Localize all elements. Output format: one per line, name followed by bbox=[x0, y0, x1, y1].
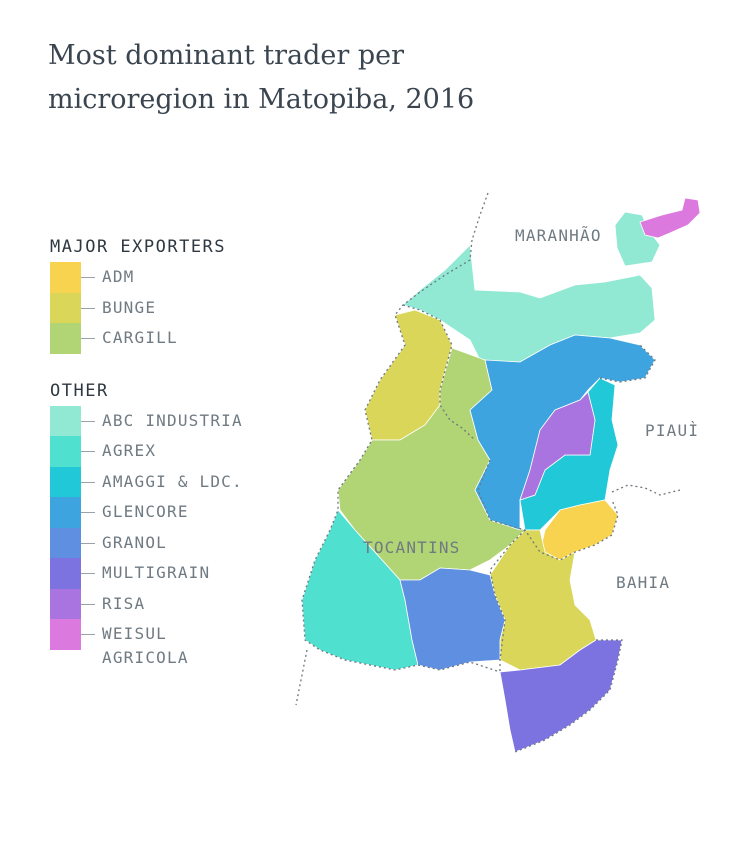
legend-item-amaggi-ldc: AMAGGI & LDC. bbox=[50, 466, 300, 497]
legend-label: GLENCORE bbox=[102, 502, 189, 521]
legend-label: AMAGGI & LDC. bbox=[102, 471, 243, 491]
legend-swatch bbox=[50, 588, 81, 619]
legend-swatch bbox=[50, 466, 81, 497]
legend-major-group: MAJOR EXPORTERS ADM BUNGE CARGILL bbox=[50, 232, 300, 354]
legend-swatch bbox=[50, 558, 81, 589]
legend-swatch bbox=[50, 323, 81, 354]
region-bunge-south bbox=[489, 529, 597, 671]
legend-tick bbox=[81, 481, 95, 483]
region-granol bbox=[399, 567, 506, 671]
legend-item-weisul-agricola: WEISUL AGRICOLA bbox=[50, 619, 300, 675]
legend-tick bbox=[81, 603, 95, 605]
region-weisul-agricola bbox=[639, 197, 701, 239]
legend-tick bbox=[81, 542, 95, 544]
legend-tick bbox=[81, 451, 95, 452]
legend-tick bbox=[81, 634, 95, 635]
legend-heading-other: OTHER bbox=[50, 380, 109, 401]
legend-label: AGREX bbox=[102, 441, 157, 460]
legend: MAJOR EXPORTERS ADM BUNGE CARGILL OTHER AB… bbox=[50, 232, 300, 697]
legend-label: ABC INDUSTRIA bbox=[102, 410, 243, 430]
legend-swatch bbox=[50, 436, 81, 467]
legend-item-multigrain: MULTIGRAIN bbox=[50, 558, 300, 589]
legend-label: GRANOL bbox=[102, 532, 167, 552]
legend-other-group: OTHER ABC INDUSTRIA AGREX AMAGGI & LDC. GLE… bbox=[50, 376, 300, 676]
border-maranhao-north bbox=[471, 192, 489, 241]
legend-tick bbox=[81, 307, 95, 309]
legend-item-bunge: BUNGE bbox=[50, 292, 300, 323]
legend-tick bbox=[81, 277, 95, 278]
legend-tick bbox=[81, 338, 95, 339]
border-outer-east bbox=[599, 344, 656, 383]
legend-item-agrex: AGREX bbox=[50, 436, 300, 467]
state-label-piaui: PIAUÌ bbox=[645, 421, 699, 440]
map-title: Most dominant trader per microregion in … bbox=[48, 40, 475, 115]
legend-label: ADM bbox=[102, 267, 135, 286]
legend-swatch bbox=[50, 497, 81, 528]
region-abc-industria-ne bbox=[614, 211, 661, 267]
legend-tick bbox=[81, 512, 95, 513]
legend-item-abc-industria: ABC INDUSTRIA bbox=[50, 405, 300, 436]
legend-item-risa: RISA bbox=[50, 588, 300, 619]
legend-swatch bbox=[50, 405, 81, 436]
legend-tick bbox=[81, 420, 95, 422]
legend-swatch bbox=[50, 527, 81, 558]
region-risa bbox=[519, 391, 596, 501]
legend-tick bbox=[81, 573, 95, 574]
border-outer-bahia bbox=[514, 639, 623, 753]
state-label-bahia: BAHIA bbox=[616, 573, 670, 592]
legend-swatch bbox=[50, 619, 81, 650]
border-tocantins-bahia bbox=[489, 529, 526, 672]
legend-item-cargill: CARGILL bbox=[50, 323, 300, 354]
legend-label: CARGILL bbox=[102, 328, 178, 347]
legend-item-glencore: GLENCORE bbox=[50, 497, 300, 528]
border-piaui-bahia bbox=[611, 484, 681, 496]
legend-swatch bbox=[50, 292, 81, 323]
state-label-tocantins: TOCANTINS bbox=[363, 538, 461, 557]
legend-label: WEISUL AGRICOLA bbox=[102, 624, 189, 667]
border-tocantins-maranhao bbox=[402, 304, 476, 441]
legend-label: RISA bbox=[102, 593, 146, 613]
legend-item-adm: ADM bbox=[50, 262, 300, 293]
legend-heading-major: MAJOR EXPORTERS bbox=[50, 237, 227, 257]
border-outer-west bbox=[301, 239, 501, 673]
legend-label: MULTIGRAIN bbox=[102, 563, 211, 582]
legend-swatch bbox=[50, 262, 81, 293]
region-multigrain bbox=[499, 639, 623, 753]
state-label-maranhao: MARANHÃO bbox=[515, 226, 602, 245]
legend-item-granol: GRANOL bbox=[50, 527, 300, 558]
legend-label: BUNGE bbox=[102, 297, 157, 317]
border-tocantins-south bbox=[295, 649, 308, 706]
